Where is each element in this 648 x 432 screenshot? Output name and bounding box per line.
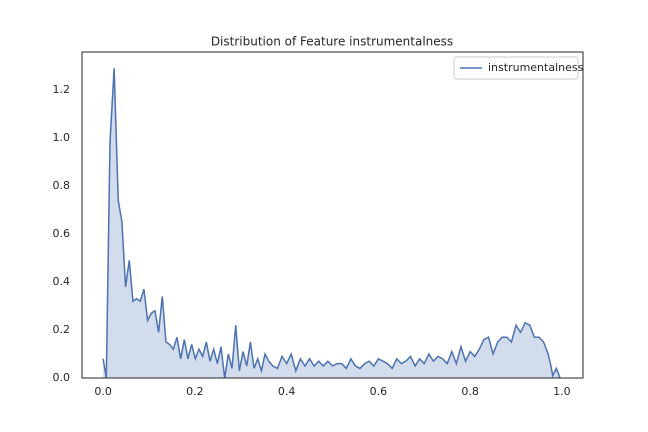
y-tick-label: 0.8 xyxy=(53,179,71,192)
y-tick-label: 1.2 xyxy=(53,83,71,96)
x-tick-label: 0.2 xyxy=(186,385,204,398)
x-tick-label: 0.0 xyxy=(94,385,112,398)
legend-box xyxy=(453,56,579,80)
x-tick-label: 0.6 xyxy=(370,385,388,398)
y-tick-label: 0.0 xyxy=(53,371,71,384)
area xyxy=(103,68,561,378)
legend-label: instrumentalness xyxy=(488,61,584,74)
line xyxy=(102,68,561,379)
y-tick-label: 0.2 xyxy=(53,323,71,336)
chart-title: Distribution of Feature instrumentalness xyxy=(211,35,453,49)
y-tick-label: 1.0 xyxy=(53,131,71,144)
x-tick-label: 0.4 xyxy=(278,385,296,398)
y-tick-label: 0.4 xyxy=(53,275,71,288)
axes-frame xyxy=(81,51,584,379)
x-tick-label: 1.0 xyxy=(553,385,571,398)
x-tick-label: 0.8 xyxy=(461,385,479,398)
y-tick-label: 0.6 xyxy=(53,227,71,240)
